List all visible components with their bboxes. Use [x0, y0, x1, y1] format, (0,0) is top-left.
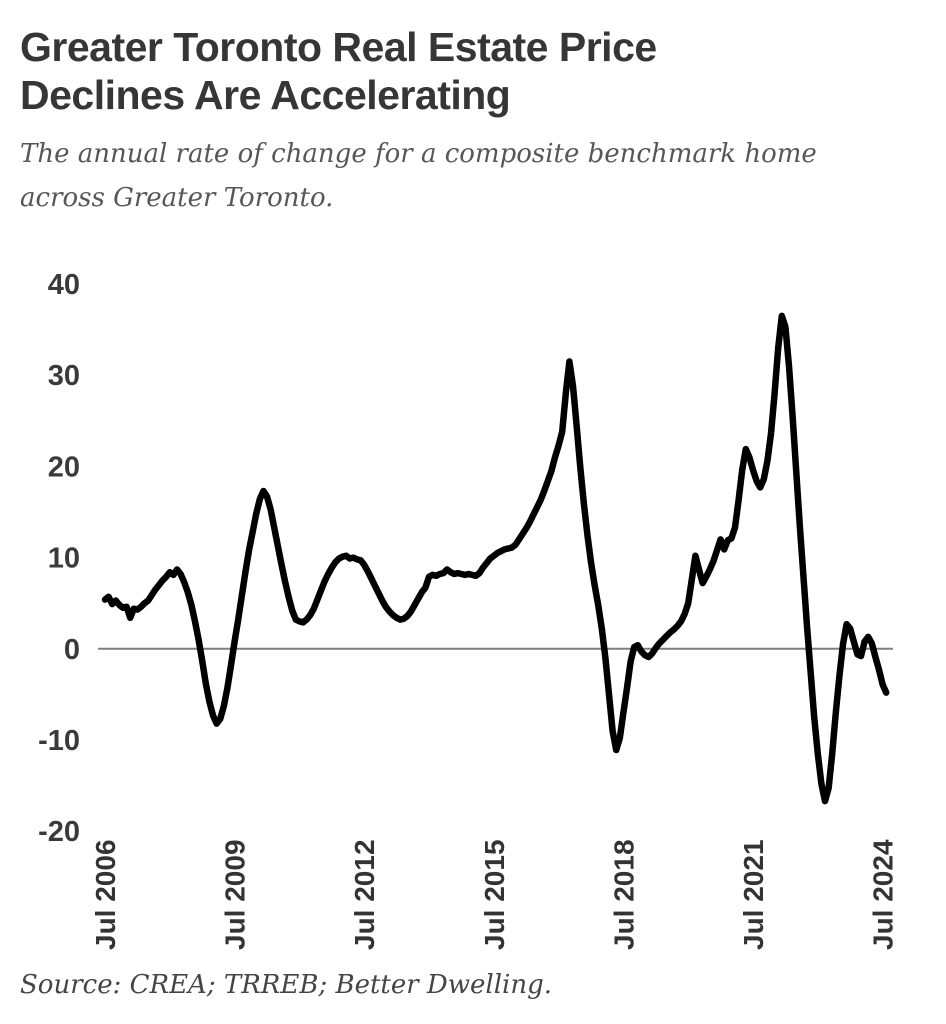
x-axis-tick-label: Jul 2009: [220, 840, 251, 951]
page-title-line-2: Declines Are Accelerating: [20, 71, 511, 118]
chart-header: Greater Toronto Real Estate Price Declin…: [0, 0, 946, 220]
y-axis-tick-label: 0: [64, 634, 80, 666]
x-axis-tick-label: Jul 2015: [479, 840, 510, 951]
y-axis-tick-label: 30: [48, 360, 80, 392]
x-axis-tick-label: Jul 2021: [738, 840, 769, 951]
chart-subtitle-line-2: across Greater Toronto.: [20, 182, 334, 213]
y-axis-tick-label: 10: [48, 543, 80, 575]
y-axis-tick-label: -10: [38, 725, 80, 757]
y-axis-tick-label: -20: [38, 816, 80, 848]
source-attribution: Source: CREA; TRREB; Better Dwelling.: [20, 970, 553, 1001]
x-axis-tick-label: Jul 2006: [90, 840, 121, 951]
page-title-line-1: Greater Toronto Real Estate Price: [20, 24, 657, 70]
y-axis-tick-label: 40: [48, 269, 80, 301]
price-change-series-line: [101, 312, 890, 805]
y-axis-tick-label: 20: [48, 452, 80, 484]
x-axis-tick-label: Jul 2024: [868, 839, 899, 950]
chart-subtitle-line-1: The annual rate of change for a composit…: [20, 138, 817, 169]
chart-subtitle: The annual rate of change for a composit…: [20, 133, 926, 220]
annual-price-change-line-chart: 40 30 20 10 0 -10 -20 Jul 2006 Jul 2009 Jul 2012 J…: [38, 269, 899, 951]
page-title: Greater Toronto Real Estate Price Declin…: [20, 24, 926, 120]
x-axis-tick-label: Jul 2012: [349, 840, 380, 951]
x-axis-tick-label: Jul 2018: [608, 840, 639, 951]
